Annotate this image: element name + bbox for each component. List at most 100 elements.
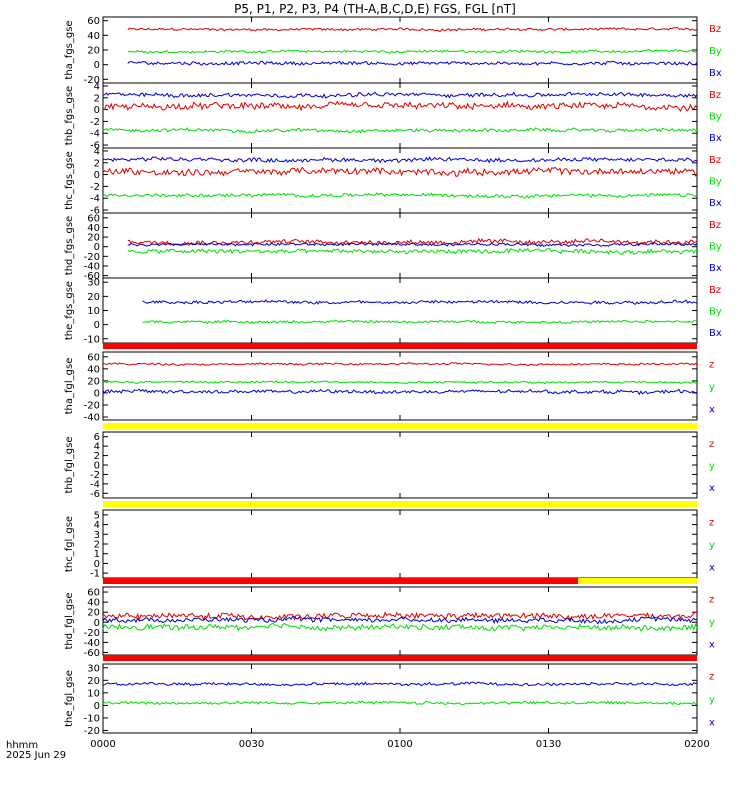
legend-entry: Bz xyxy=(709,155,721,166)
series-line-x xyxy=(102,615,698,625)
status-bar xyxy=(103,423,697,429)
y-tick-label: 60 xyxy=(87,16,100,27)
panel-frame xyxy=(102,351,698,421)
y-tick-label: -6 xyxy=(90,489,100,500)
series-line-x xyxy=(102,388,698,396)
x-tick-label: 0000 xyxy=(90,739,115,750)
legend-entry: y xyxy=(709,382,715,393)
y-tick-label: 20 xyxy=(87,46,100,57)
series-line-z xyxy=(102,361,698,366)
y-tick-label: 60 xyxy=(87,352,100,363)
legend-entry: z xyxy=(709,594,714,605)
panel-frame xyxy=(102,431,698,499)
series-line-bx xyxy=(127,241,698,248)
y-axis-label: thb_fgs_gse xyxy=(64,86,75,145)
legend-entry: Bz xyxy=(709,285,721,296)
legend-entry: By xyxy=(709,112,722,123)
y-tick-label: 30 xyxy=(87,278,100,289)
y-tick-label: 40 xyxy=(87,364,100,375)
series-line-bx xyxy=(127,60,698,66)
y-tick-label: 2 xyxy=(94,93,100,104)
y-tick-label: -60 xyxy=(84,271,100,282)
y-tick-label: -2 xyxy=(90,182,100,193)
y-tick-label: 10 xyxy=(87,688,100,699)
legend-entry: y xyxy=(709,695,715,706)
y-tick-label: 20 xyxy=(87,233,100,244)
y-tick-label: 20 xyxy=(87,292,100,303)
y-tick-label: 4 xyxy=(94,520,100,531)
status-bar xyxy=(103,655,697,661)
status-bar xyxy=(578,578,697,584)
status-bar xyxy=(103,501,697,507)
y-tick-label: 60 xyxy=(87,213,100,224)
series-line-bz xyxy=(102,166,698,178)
y-tick-label: -20 xyxy=(84,75,100,86)
y-tick-label: 2 xyxy=(94,158,100,169)
legend-entry: z xyxy=(709,439,714,450)
y-tick-label: 20 xyxy=(87,608,100,619)
y-tick-label: 10 xyxy=(87,306,100,317)
legend-entry: Bx xyxy=(709,68,722,79)
y-tick-label: -10 xyxy=(84,334,100,345)
y-axis-label: thd_fgl_gse xyxy=(64,593,75,650)
y-tick-label: 3 xyxy=(94,530,100,541)
y-tick-label: -4 xyxy=(90,194,100,205)
y-tick-label: 30 xyxy=(87,663,100,674)
y-axis-label: the_fgs_gse xyxy=(64,281,75,340)
series-line-y xyxy=(102,622,698,632)
y-tick-label: 0 xyxy=(94,320,100,331)
panel-frame xyxy=(102,509,698,579)
y-tick-label: 1 xyxy=(94,549,100,560)
series-line-y xyxy=(102,380,698,385)
y-axis-label: tha_fgs_gse xyxy=(64,20,75,79)
time-unit-label: hhmm xyxy=(6,740,39,751)
y-tick-label: -20 xyxy=(84,628,100,639)
y-axis-label: thd_fgs_gse xyxy=(64,216,75,275)
legend-entry: By xyxy=(709,307,722,318)
legend-entry: Bz xyxy=(709,90,721,101)
y-tick-label: -2 xyxy=(90,470,100,481)
y-tick-label: -40 xyxy=(84,261,100,272)
legend-entry: y xyxy=(709,461,715,472)
y-tick-label: -10 xyxy=(84,713,100,724)
legend-entry: z xyxy=(709,359,714,370)
y-tick-label: 0 xyxy=(94,170,100,181)
y-tick-label: 40 xyxy=(87,223,100,234)
y-axis-label: tha_fgl_gse xyxy=(64,358,75,415)
legend-entry: x xyxy=(709,718,715,729)
y-tick-label: -40 xyxy=(84,412,100,423)
y-tick-label: 40 xyxy=(87,598,100,609)
x-tick-label: 0030 xyxy=(239,739,264,750)
y-axis-label: the_fgl_gse xyxy=(64,670,75,727)
y-tick-label: -4 xyxy=(90,479,100,490)
y-tick-label: 20 xyxy=(87,376,100,387)
y-tick-label: 20 xyxy=(87,676,100,687)
series-line-bx xyxy=(102,156,698,164)
y-tick-label: 0 xyxy=(94,242,100,253)
y-tick-label: 4 xyxy=(94,146,100,157)
legend-entry: By xyxy=(709,242,722,253)
panel-frame xyxy=(102,82,698,149)
legend-entry: x xyxy=(709,405,715,416)
legend-entry: By xyxy=(709,46,722,57)
series-line-by xyxy=(127,49,698,55)
y-tick-label: -4 xyxy=(90,129,100,140)
series-line-by xyxy=(142,319,698,325)
y-tick-label: 4 xyxy=(94,442,100,453)
y-tick-label: 60 xyxy=(87,588,100,599)
y-tick-label: 0 xyxy=(94,701,100,712)
x-tick-label: 0130 xyxy=(536,739,561,750)
series-line-bx xyxy=(142,299,698,305)
y-tick-label: 0 xyxy=(94,461,100,472)
y-tick-label: -1 xyxy=(90,569,100,580)
y-tick-label: 0 xyxy=(94,559,100,570)
y-axis-label: thb_fgl_gse xyxy=(64,437,75,494)
series-line-z xyxy=(102,611,698,622)
chart-title: P5, P1, P2, P3, P4 (TH-A,B,C,D,E) FGS, F… xyxy=(234,2,516,16)
legend-entry: x xyxy=(709,563,715,574)
legend-entry: z xyxy=(709,517,714,528)
y-tick-label: 40 xyxy=(87,31,100,42)
legend-entry: y xyxy=(709,540,715,551)
y-axis-label: thc_fgs_gse xyxy=(64,151,75,210)
date-label: 2025 Jun 29 xyxy=(6,750,67,761)
